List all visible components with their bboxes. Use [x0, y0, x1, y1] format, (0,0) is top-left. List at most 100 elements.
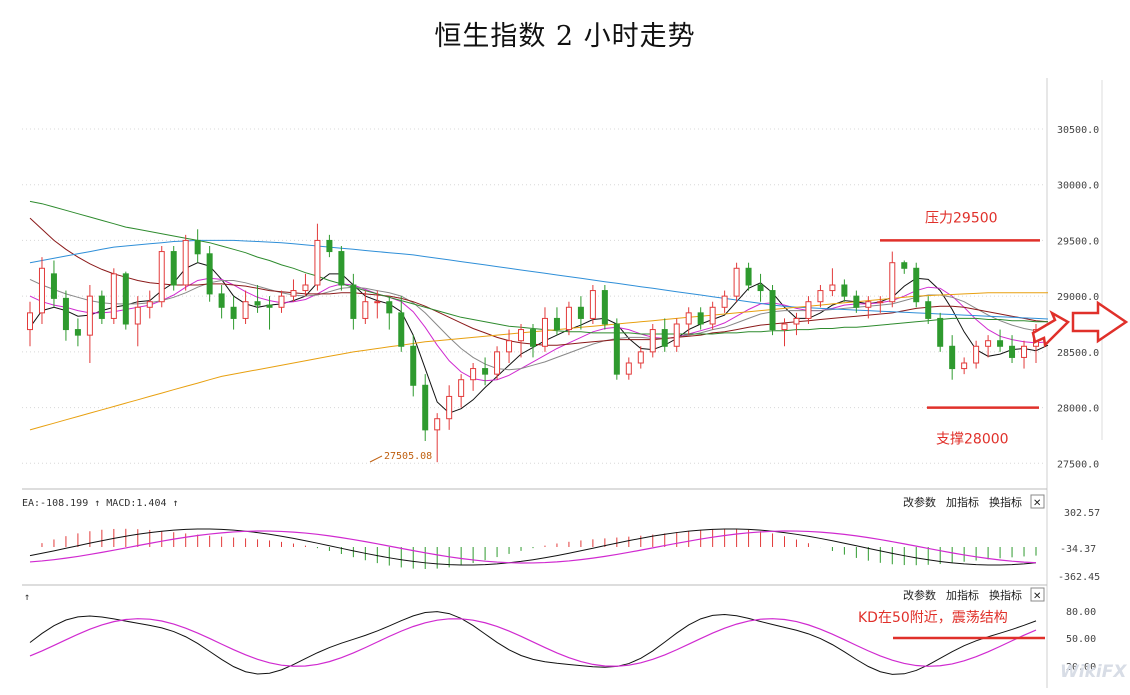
candle-body [709, 306, 716, 325]
candle-body [673, 323, 680, 347]
kd-change-params[interactable]: 改参数 [903, 588, 936, 602]
candle-body [326, 239, 333, 253]
macd-plot [29, 528, 1037, 569]
candle-body [422, 384, 429, 431]
pressure-label: 压力29500 [925, 210, 998, 226]
macd-add-indicator[interactable]: 加指标 [946, 495, 979, 509]
candle-body [518, 329, 525, 342]
candle-body [913, 267, 920, 303]
candle-body [278, 295, 285, 308]
macd-dea-line [29, 530, 1037, 564]
candle-body [146, 301, 153, 308]
candle-body [110, 273, 117, 319]
macd-dif-line [29, 528, 1037, 566]
candle-body [182, 239, 189, 286]
candle-body [134, 306, 141, 325]
macd-close-button[interactable] [1030, 494, 1045, 509]
candle-body [350, 284, 357, 319]
watermark: WikiFX [1060, 662, 1127, 682]
candle-body [805, 301, 812, 319]
macd-axis: 302.57 -34.37 -362.45 [1058, 508, 1100, 583]
kd-axis: 80.00 50.00 20.00 [1066, 607, 1096, 673]
candle-body [314, 239, 321, 286]
kd-tick-80: 80.00 [1066, 607, 1096, 618]
kd-tick-50: 50.00 [1066, 634, 1096, 645]
kd-d-line [29, 618, 1037, 667]
candle-body [230, 306, 237, 319]
candle-body [362, 301, 369, 319]
candle-body [302, 284, 309, 292]
candle-body [697, 312, 704, 325]
moving-averages [29, 200, 1049, 431]
candle-body [637, 351, 644, 364]
candle-body [74, 329, 81, 336]
candle-body [242, 301, 249, 319]
candle-body [841, 284, 848, 297]
candle-body [1021, 345, 1028, 358]
candle-body [1009, 345, 1016, 358]
candle-body [86, 295, 93, 336]
macd-close-icon: ✕ [1033, 498, 1041, 509]
candle-body [781, 323, 788, 331]
candle-body [290, 290, 297, 297]
candle-body [458, 379, 465, 397]
candle-body [27, 312, 33, 331]
macd-change-params[interactable]: 改参数 [903, 495, 936, 509]
macd-tick-bottom: -362.45 [1058, 572, 1100, 583]
candle-body [434, 418, 441, 431]
candle-body [601, 290, 608, 325]
support-label: 支撑28000 [936, 432, 1009, 448]
candle-body [889, 262, 896, 303]
candle-body [757, 284, 764, 292]
candle-body [553, 317, 560, 331]
candle-body [973, 345, 980, 364]
candle-body [721, 295, 728, 308]
candle-body [985, 340, 992, 347]
candle-body [565, 306, 572, 331]
candle-body [386, 301, 393, 314]
candle-body [506, 340, 513, 353]
kd-add-indicator[interactable]: 加指标 [946, 588, 979, 602]
candle-body [206, 253, 213, 295]
kd-header: ↑ [24, 592, 30, 603]
candle-body [997, 340, 1004, 347]
candle-body [685, 312, 692, 325]
candle-body [50, 273, 57, 299]
kd-annotation: KD在50附近，震荡结构 [858, 610, 1008, 626]
candle-body [937, 317, 944, 347]
price-tick: 28500.0 [1057, 348, 1099, 359]
ma-line [29, 292, 1048, 431]
candle-body [374, 301, 381, 304]
candle-body [733, 267, 740, 297]
candle-body [530, 329, 536, 347]
candle-body [62, 297, 69, 331]
macd-switch-indicator[interactable]: 换指标 [989, 495, 1022, 509]
candle-body [482, 368, 489, 375]
macd-tick-top: 302.57 [1064, 508, 1100, 519]
kd-close-button[interactable] [1030, 587, 1045, 602]
candle-body [170, 251, 177, 286]
candle-body [494, 351, 501, 375]
candle-body [398, 312, 405, 347]
kd-controls: 改参数 加指标 换指标 ✕ [903, 587, 1045, 602]
kd-close-icon: ✕ [1033, 591, 1041, 602]
kd-switch-indicator[interactable]: 换指标 [989, 588, 1022, 602]
low-marker-arrow [369, 455, 383, 463]
candle-body [817, 290, 824, 303]
candle-body [625, 362, 632, 375]
candlesticks [27, 223, 1039, 463]
candle-body [865, 301, 872, 308]
candle-body [410, 345, 417, 386]
price-tick: 29000.0 [1057, 292, 1099, 303]
ma-line [29, 278, 1049, 371]
macd-controls: 改参数 加指标 换指标 ✕ [903, 494, 1045, 509]
candle-body [98, 295, 105, 319]
chart-title: 恒生指数 2 小时走势 [434, 21, 696, 52]
main-grid [22, 128, 1045, 464]
candle-body [589, 290, 596, 319]
candle-body [649, 329, 656, 353]
candle-body [949, 345, 956, 370]
candle-body [446, 395, 453, 420]
ma-line [29, 217, 1049, 346]
candle-body [793, 317, 800, 325]
